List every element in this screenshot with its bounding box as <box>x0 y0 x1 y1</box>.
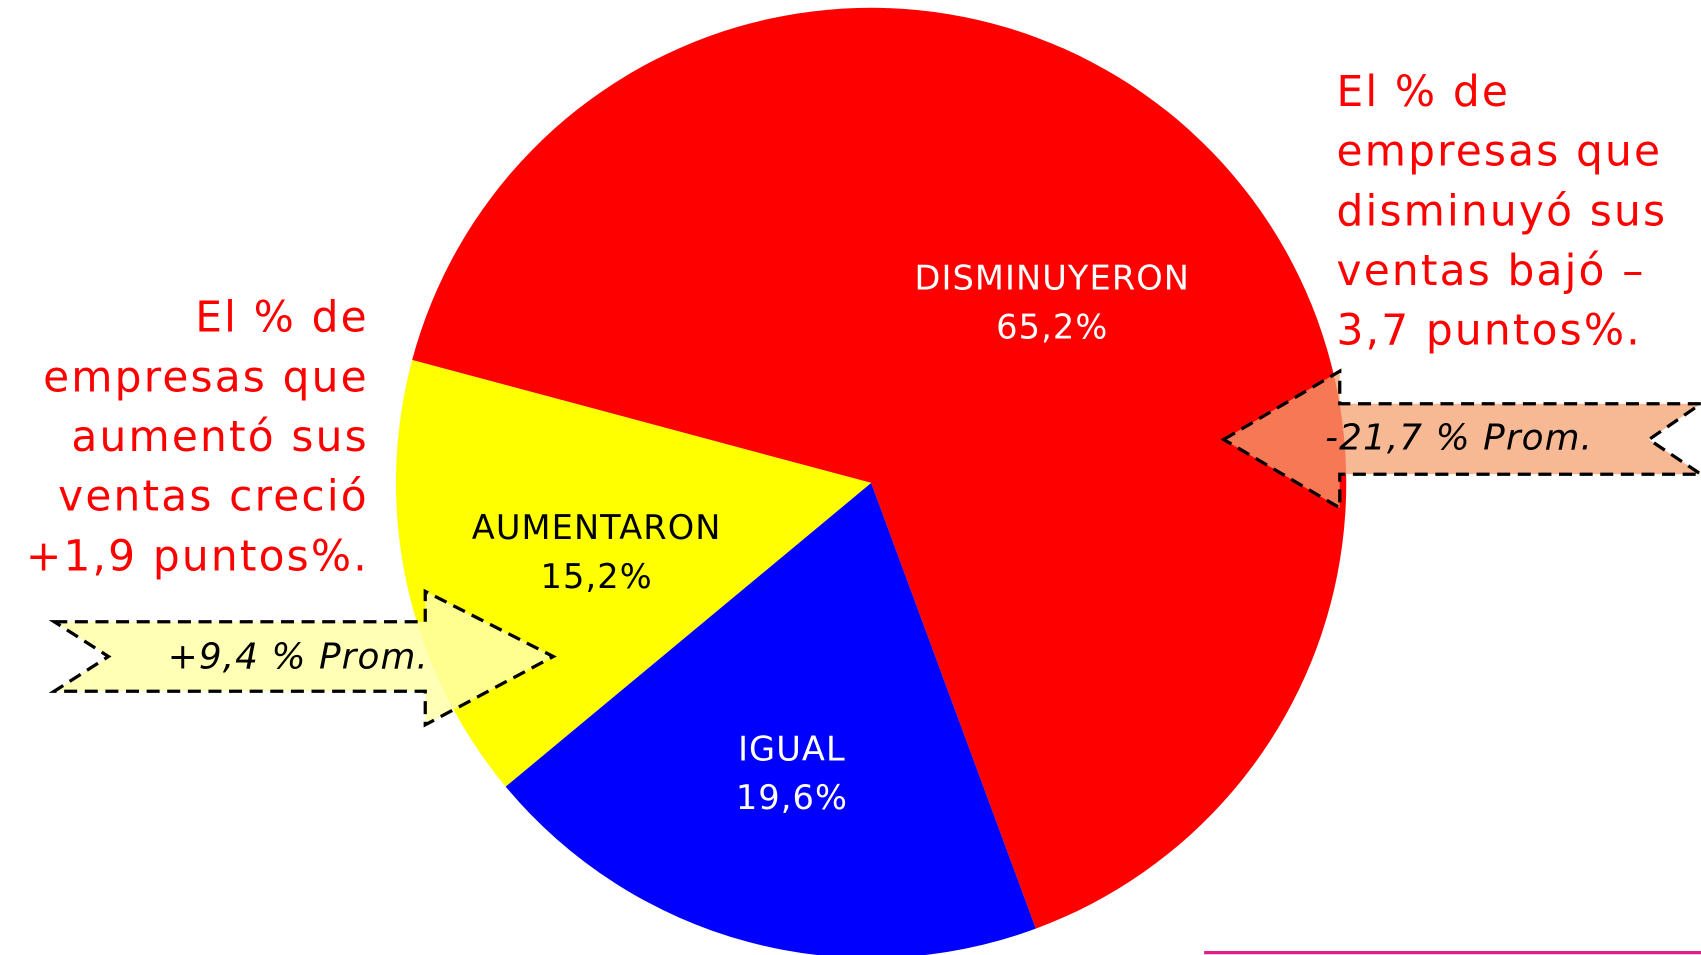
increase-arrow <box>48 588 557 728</box>
slice-category: IGUAL <box>738 729 846 768</box>
slice-value-label: 19,6% <box>736 778 848 817</box>
slice-category: AUMENTARON <box>472 508 722 547</box>
slice-value-label: 15,2% <box>541 557 653 596</box>
pie-slice <box>505 482 1036 955</box>
annotation-line: ventas creció <box>58 472 369 521</box>
annotation-line: 3,7 puntos%. <box>1337 306 1642 355</box>
pie <box>395 7 1347 955</box>
annotation-line: +1,9 puntos%. <box>26 531 369 580</box>
decrease-arrow <box>1220 368 1701 511</box>
pie-slice <box>412 7 1347 929</box>
slice-category: DISMINUYERON <box>915 259 1191 298</box>
annotation-line: empresas que <box>43 352 369 401</box>
annotation-line: El % de <box>195 293 369 342</box>
annotation-line: aumentó sus <box>71 412 368 461</box>
annotation-line: disminuyó sus <box>1337 186 1668 235</box>
decrease-arrow-label: -21,7 % Prom. <box>1325 418 1593 459</box>
pie-slice <box>395 359 872 787</box>
annotation-line: ventas bajó – <box>1337 246 1646 295</box>
slice-value-label: 65,2% <box>996 307 1108 346</box>
annotation-line: empresas que <box>1337 127 1663 176</box>
annotation-line: El % de <box>1337 67 1511 116</box>
increase-arrow-label: +9,4 % Prom. <box>168 637 429 678</box>
